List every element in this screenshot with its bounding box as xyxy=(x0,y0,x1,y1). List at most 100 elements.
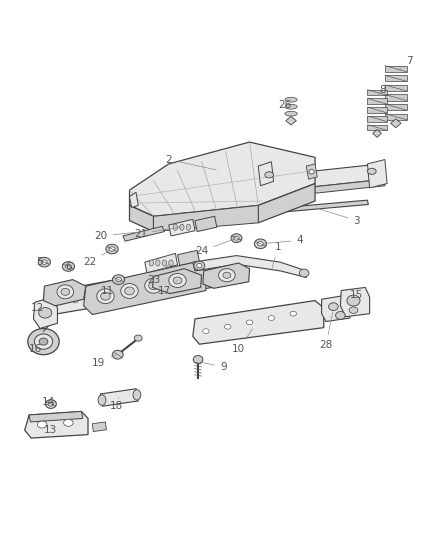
Ellipse shape xyxy=(246,320,253,325)
Polygon shape xyxy=(258,161,274,185)
Ellipse shape xyxy=(285,111,297,116)
Ellipse shape xyxy=(109,247,115,251)
Ellipse shape xyxy=(106,244,118,254)
Polygon shape xyxy=(391,119,401,128)
Ellipse shape xyxy=(125,287,134,295)
Polygon shape xyxy=(130,205,153,231)
Text: 8: 8 xyxy=(379,85,386,95)
Text: 5: 5 xyxy=(37,257,44,267)
Ellipse shape xyxy=(145,278,162,293)
Ellipse shape xyxy=(39,338,48,345)
Ellipse shape xyxy=(193,356,203,364)
Polygon shape xyxy=(385,94,407,101)
Ellipse shape xyxy=(268,316,275,320)
Ellipse shape xyxy=(254,239,267,248)
Polygon shape xyxy=(152,269,201,294)
Ellipse shape xyxy=(336,311,345,319)
Text: 1: 1 xyxy=(272,242,281,268)
Text: 2: 2 xyxy=(166,155,216,170)
Text: 11: 11 xyxy=(101,280,119,295)
Text: 9: 9 xyxy=(201,362,227,372)
Polygon shape xyxy=(385,66,407,72)
Ellipse shape xyxy=(328,303,338,311)
Ellipse shape xyxy=(48,402,53,406)
Text: 7: 7 xyxy=(398,56,412,70)
Ellipse shape xyxy=(112,350,123,359)
Polygon shape xyxy=(367,116,387,122)
Polygon shape xyxy=(84,262,206,314)
Ellipse shape xyxy=(347,295,360,306)
Ellipse shape xyxy=(57,285,74,299)
Ellipse shape xyxy=(113,275,125,285)
Ellipse shape xyxy=(97,289,114,304)
Polygon shape xyxy=(195,216,217,231)
Ellipse shape xyxy=(39,308,52,318)
Polygon shape xyxy=(385,114,407,120)
Ellipse shape xyxy=(169,273,186,288)
Text: 6: 6 xyxy=(65,262,72,271)
Polygon shape xyxy=(177,251,199,265)
Polygon shape xyxy=(258,200,368,214)
Ellipse shape xyxy=(186,224,191,230)
Text: 13: 13 xyxy=(44,425,57,435)
Ellipse shape xyxy=(61,288,70,295)
Ellipse shape xyxy=(149,260,153,266)
Text: 17: 17 xyxy=(158,280,177,295)
Ellipse shape xyxy=(34,334,53,349)
Text: 21: 21 xyxy=(134,227,181,239)
Text: 24: 24 xyxy=(195,239,234,256)
Polygon shape xyxy=(373,130,381,138)
Text: 15: 15 xyxy=(350,290,363,300)
Ellipse shape xyxy=(197,263,202,268)
Polygon shape xyxy=(43,280,86,306)
Ellipse shape xyxy=(285,104,297,109)
Ellipse shape xyxy=(207,270,212,273)
Ellipse shape xyxy=(162,279,168,283)
Ellipse shape xyxy=(117,289,123,293)
Polygon shape xyxy=(385,75,407,82)
Polygon shape xyxy=(306,164,317,179)
Ellipse shape xyxy=(173,277,182,285)
Ellipse shape xyxy=(299,269,309,277)
Ellipse shape xyxy=(169,260,173,266)
Ellipse shape xyxy=(180,224,184,230)
Ellipse shape xyxy=(265,172,274,178)
Polygon shape xyxy=(169,220,195,236)
Text: 10: 10 xyxy=(232,329,252,354)
Ellipse shape xyxy=(258,241,263,246)
Text: 18: 18 xyxy=(110,398,123,411)
Ellipse shape xyxy=(42,260,47,264)
Ellipse shape xyxy=(46,400,57,408)
Ellipse shape xyxy=(234,236,239,240)
Ellipse shape xyxy=(231,234,242,243)
Text: 3: 3 xyxy=(318,208,360,225)
Ellipse shape xyxy=(101,292,110,300)
Ellipse shape xyxy=(194,261,205,270)
Text: 12: 12 xyxy=(31,303,44,313)
Text: 4: 4 xyxy=(263,235,303,245)
Text: 26: 26 xyxy=(278,100,291,110)
Polygon shape xyxy=(258,164,385,192)
Ellipse shape xyxy=(64,419,73,426)
Polygon shape xyxy=(263,179,385,199)
Polygon shape xyxy=(145,253,177,273)
Polygon shape xyxy=(367,107,387,113)
Text: 20: 20 xyxy=(95,231,141,241)
Polygon shape xyxy=(25,411,88,438)
Polygon shape xyxy=(367,159,387,188)
Ellipse shape xyxy=(349,307,358,313)
Text: 28: 28 xyxy=(319,312,333,350)
Ellipse shape xyxy=(173,277,182,284)
Ellipse shape xyxy=(155,260,160,266)
Ellipse shape xyxy=(173,224,177,230)
Polygon shape xyxy=(193,301,324,344)
Polygon shape xyxy=(203,263,250,288)
Ellipse shape xyxy=(285,98,297,102)
Text: 16: 16 xyxy=(29,342,43,354)
Ellipse shape xyxy=(290,311,297,316)
Ellipse shape xyxy=(219,269,235,282)
Polygon shape xyxy=(385,85,407,91)
Ellipse shape xyxy=(95,294,100,298)
Ellipse shape xyxy=(185,274,190,278)
Polygon shape xyxy=(123,227,164,241)
